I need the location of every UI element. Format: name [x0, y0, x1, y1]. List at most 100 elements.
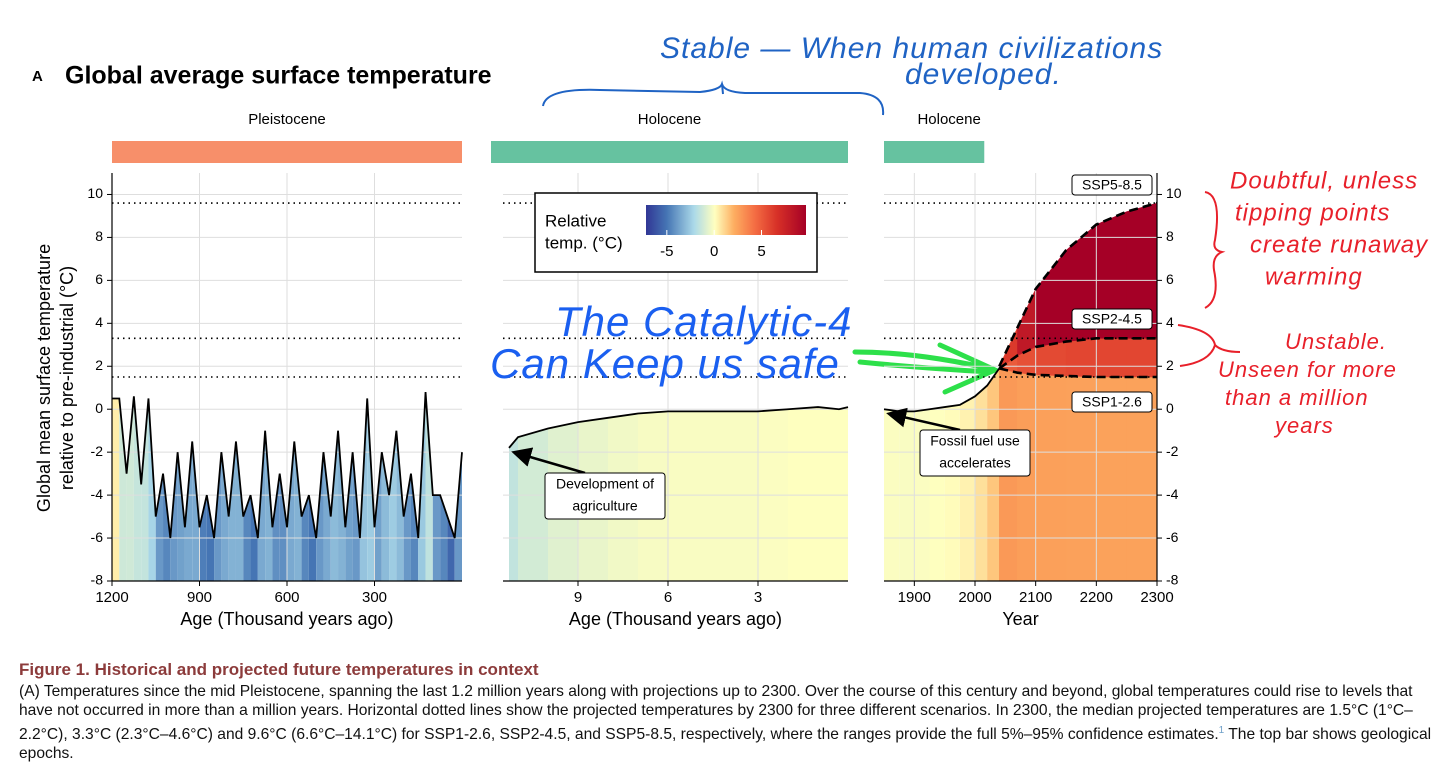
annotation-text: Development of [556, 476, 654, 492]
handwritten-note: Stable — When human civilizations [660, 32, 1163, 65]
temperature-fill [381, 452, 390, 581]
handwritten-note: create runaway [1250, 231, 1429, 258]
x-tick-label: 300 [362, 589, 387, 606]
temperature-fill [287, 441, 295, 581]
temperature-fill [396, 430, 404, 581]
caption-text: (A) Temperatures since the mid Pleistoce… [19, 682, 1444, 764]
scenario-line [998, 337, 1157, 370]
temperature-fill [133, 396, 142, 581]
handwritten-note: Doubtful, unless [1230, 167, 1418, 194]
temperature-fill [170, 452, 178, 581]
handwritten-note: The Catalytic-4 [555, 298, 852, 345]
annotation-text: Fossil fuel use [930, 433, 1020, 449]
x-tick-label: 600 [274, 589, 299, 606]
temperature-fill [221, 452, 229, 581]
lines [112, 201, 1158, 539]
y-tick-label: 2 [1166, 357, 1174, 373]
temperature-fill [177, 452, 185, 581]
y-tick-label: 8 [1166, 228, 1174, 244]
x-tick-label: 2100 [1019, 589, 1052, 606]
legend-label: SSP1-2.6 [1082, 394, 1142, 410]
temperature-fill [818, 407, 839, 581]
scenario-fill [1065, 338, 1097, 378]
caption: Figure 1. Historical and projected futur… [19, 660, 1444, 764]
handwritten-note: years [1273, 413, 1334, 438]
y-tick-label: 4 [1166, 314, 1174, 330]
x-tick-label: 2000 [958, 589, 991, 606]
temperature-fill [447, 516, 455, 581]
temperature-fill [294, 441, 302, 581]
y-axis-label: relative to pre-industrial (°C) [57, 266, 77, 490]
colorbar-title: temp. (°C) [545, 233, 623, 252]
legend-box [1071, 174, 1153, 196]
x-axis-label: Age (Thousand years ago) [569, 609, 782, 629]
x-axis-label: Year [1002, 609, 1038, 629]
temperature-fill [728, 411, 758, 581]
green-arrow [852, 342, 1002, 395]
legend-box [1071, 391, 1153, 413]
temperature-fill [425, 392, 433, 581]
temperature-fill [316, 452, 324, 581]
y-tick-label: 0 [1166, 400, 1174, 416]
temperature-fill [338, 430, 346, 581]
scenario-fill [1035, 249, 1067, 348]
temperature-line [112, 391, 463, 539]
temperature-line [508, 406, 849, 449]
y-tick-label: -8 [91, 572, 104, 588]
temperature-fill [184, 441, 193, 581]
temperature-fill [214, 452, 222, 581]
y-tick-label: -2 [91, 443, 104, 459]
handwritten-note: Can Keep us safe [490, 340, 840, 387]
y-tick-label: -8 [1166, 572, 1179, 588]
red-brace [1177, 324, 1241, 367]
scenario-line [998, 201, 1158, 367]
y-tick-label: 6 [95, 271, 103, 287]
temperature-fill [352, 452, 360, 581]
temperature-fill [126, 396, 134, 581]
brace-tick [721, 83, 724, 95]
temperature-fill [228, 441, 236, 581]
x-tick-label: 3 [754, 589, 762, 606]
temperature-fill [235, 441, 244, 581]
legend-label: SSP2-4.5 [1082, 311, 1142, 327]
temperature-fill [374, 452, 382, 581]
temperature-fill [839, 407, 848, 581]
y-tick-label: 0 [95, 400, 103, 416]
colorbar-tick-label: 5 [757, 243, 765, 260]
legend-box [1071, 308, 1153, 330]
annotation-arrow [511, 447, 586, 475]
colorbar [646, 205, 806, 235]
y-tick-label: 2 [95, 357, 103, 373]
y-tick-label: 4 [95, 314, 103, 330]
x-tick-label: 900 [187, 589, 212, 606]
red-brace [1204, 191, 1226, 309]
temperature-fill [410, 473, 419, 581]
x-tick-label: 6 [664, 589, 672, 606]
annotation-text: accelerates [939, 455, 1011, 471]
scenario-fill [1126, 338, 1158, 378]
temperature-fill [330, 430, 339, 581]
temperature-fill [323, 452, 331, 581]
x-tick-label: 1900 [898, 589, 931, 606]
epoch-bar [112, 141, 462, 163]
temperature-fill [119, 398, 127, 581]
temperature-fill [141, 398, 149, 581]
handwritten-note: warming [1265, 263, 1363, 290]
temperature-fill [389, 430, 397, 581]
x-tick-label: 2300 [1140, 589, 1173, 606]
scenario-fill [1017, 372, 1036, 582]
annotation-arrow [886, 407, 961, 432]
temperature-fill [454, 452, 462, 581]
y-axis-label: Global mean surface temperature [34, 244, 54, 512]
y-tick-label: 6 [1166, 271, 1174, 287]
temperature-fill [899, 411, 915, 581]
x-tick-label: 1200 [95, 589, 128, 606]
temperature-fill [163, 473, 171, 581]
epoch-bar [884, 141, 985, 163]
chart-title: Global average surface temperature [65, 62, 492, 90]
legend-label: SSP5-8.5 [1082, 177, 1142, 193]
epoch-bar [491, 141, 848, 163]
colorbar-tick-label: -5 [660, 243, 673, 260]
temperature-fill [148, 398, 156, 581]
